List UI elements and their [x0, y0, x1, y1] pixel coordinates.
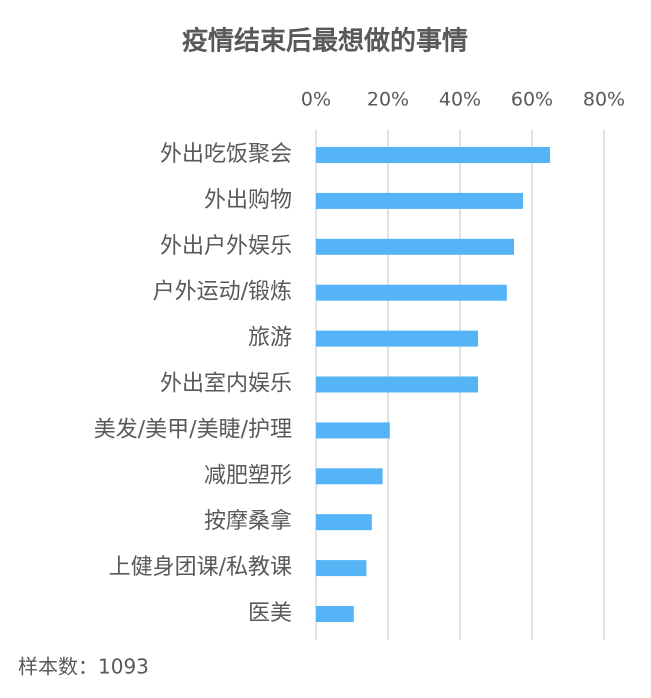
x-tick-label: 40% — [439, 89, 481, 111]
y-tick-label: 按摩桑拿 — [204, 508, 292, 534]
bar — [316, 376, 478, 393]
bar — [316, 147, 550, 163]
sample-note: 样本数：1093 — [18, 655, 149, 679]
y-tick-label: 医美 — [248, 601, 292, 626]
y-tick-label: 旅游 — [248, 326, 292, 351]
bar — [316, 514, 372, 531]
y-tick-label: 外出室内娱乐 — [160, 372, 292, 397]
x-tick-label: 80% — [583, 89, 625, 111]
bar — [316, 560, 367, 577]
bar — [316, 422, 390, 439]
x-tick-label: 60% — [511, 89, 553, 111]
y-tick-label: 上健身团课/私教课 — [109, 555, 292, 580]
bar — [316, 606, 354, 622]
y-tick-label: 外出户外娱乐 — [160, 234, 292, 259]
y-tick-label: 外出吃饭聚会 — [160, 142, 292, 167]
y-tick-label: 美发/美甲/美睫/护理 — [94, 417, 292, 442]
y-tick-label: 减肥塑形 — [204, 463, 292, 488]
chart-title: 疫情结束后最想做的事情 — [182, 26, 468, 57]
bar — [316, 192, 523, 209]
x-tick-label: 0% — [301, 89, 331, 111]
x-tick-label: 20% — [367, 89, 409, 111]
bar — [316, 468, 383, 485]
bar — [316, 238, 514, 255]
y-tick-label: 户外运动/锻炼 — [153, 280, 292, 305]
y-tick-label: 外出购物 — [204, 188, 292, 213]
bar — [316, 284, 507, 301]
bar — [316, 330, 478, 347]
